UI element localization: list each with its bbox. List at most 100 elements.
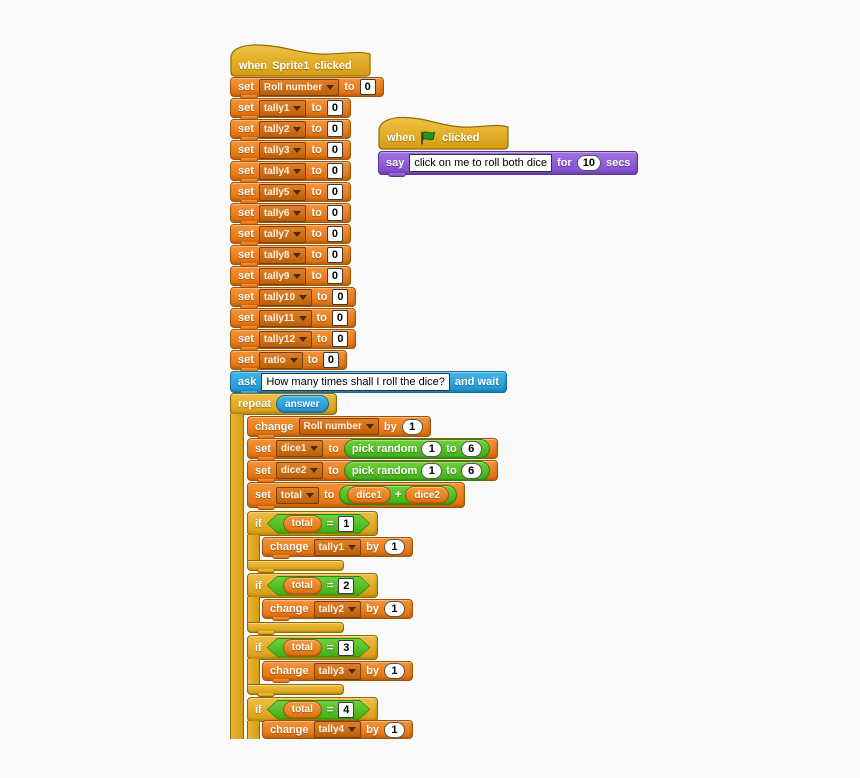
variable-dropdown[interactable]: tally12	[258, 330, 313, 348]
change-tally3-block[interactable]: change tally3 by 1	[262, 661, 413, 683]
if-block-bottom[interactable]	[247, 560, 344, 573]
variable-dropdown[interactable]: tally1	[258, 99, 307, 117]
addition-operator-block[interactable]: dice1 + dice2	[339, 485, 457, 505]
equals-condition-block[interactable]: total = 3	[267, 638, 371, 658]
if-block-bottom[interactable]	[247, 684, 344, 697]
if-block-arm[interactable]	[247, 597, 260, 622]
compare-value-input[interactable]: 2	[338, 577, 355, 594]
set-tally2-block[interactable]: set tally2 to 0	[230, 119, 351, 141]
ask-and-wait-block[interactable]: ask How many times shall I roll the dice…	[230, 371, 507, 395]
variable-dropdown[interactable]: tally10	[258, 288, 313, 306]
equals-condition-block[interactable]: total = 1	[267, 514, 371, 534]
max-input[interactable]: 6	[460, 440, 482, 457]
if-block-header[interactable]: if total = 1	[247, 511, 379, 536]
amount-input[interactable]: 1	[401, 418, 423, 435]
variable-dropdown[interactable]: tally6	[258, 204, 307, 222]
repeat-block-header[interactable]: repeat answer	[230, 393, 337, 415]
variable-dropdown[interactable]: dice1	[275, 440, 324, 457]
dice2-reporter[interactable]: dice2	[405, 486, 449, 504]
min-input[interactable]: 1	[421, 440, 443, 457]
variable-dropdown[interactable]: tally5	[258, 183, 307, 201]
variable-dropdown[interactable]: tally9	[258, 267, 307, 285]
variable-dropdown[interactable]: total	[275, 486, 320, 504]
variable-dropdown[interactable]: tally4	[313, 721, 362, 738]
total-reporter[interactable]: total	[282, 576, 322, 595]
total-reporter[interactable]: total	[282, 700, 322, 719]
variable-dropdown[interactable]: tally7	[258, 225, 307, 243]
value-input[interactable]: 0	[326, 163, 343, 179]
set-tally10-block[interactable]: set tally10 to 0	[230, 287, 357, 309]
variable-dropdown[interactable]: tally3	[313, 662, 362, 680]
set-tally6-block[interactable]: set tally6 to 0	[230, 203, 351, 225]
value-input[interactable]: 0	[332, 289, 349, 305]
variable-dropdown[interactable]: dice2	[275, 462, 324, 479]
say-for-secs-block[interactable]: say click on me to roll both dice for 10…	[378, 151, 639, 177]
if-block-arm[interactable]	[247, 721, 260, 739]
pick-random-block[interactable]: pick random 1 to 6	[343, 438, 490, 459]
set-tally11-block[interactable]: set tally11 to 0	[230, 308, 356, 330]
amount-input[interactable]: 1	[383, 601, 405, 617]
change-tally4-block[interactable]: change tally4 by 1	[262, 720, 413, 739]
equals-condition-block[interactable]: total = 2	[267, 576, 371, 596]
value-input[interactable]: 0	[322, 352, 339, 368]
set-tally12-block[interactable]: set tally12 to 0	[230, 329, 357, 351]
when-green-flag-clicked-hat-block[interactable]: when clicked	[378, 114, 509, 150]
set-roll-number-block[interactable]: set Roll number to 0	[230, 77, 384, 99]
dice1-reporter[interactable]: dice1	[347, 486, 391, 504]
total-reporter[interactable]: total	[282, 514, 322, 533]
variable-dropdown[interactable]: tally4	[258, 162, 307, 180]
set-tally7-block[interactable]: set tally7 to 0	[230, 224, 351, 246]
value-input[interactable]: 0	[326, 121, 343, 137]
compare-value-input[interactable]: 4	[338, 701, 355, 718]
set-tally4-block[interactable]: set tally4 to 0	[230, 161, 351, 183]
set-tally9-block[interactable]: set tally9 to 0	[230, 266, 351, 288]
change-roll-number-block[interactable]: change Roll number by 1	[247, 416, 431, 439]
pick-random-block[interactable]: pick random 1 to 6	[343, 460, 490, 481]
set-tally8-block[interactable]: set tally8 to 0	[230, 245, 351, 267]
value-input[interactable]: 0	[331, 310, 348, 326]
value-input[interactable]: 0	[326, 226, 343, 242]
value-input[interactable]: 0	[326, 184, 343, 200]
value-input[interactable]: 0	[326, 100, 343, 116]
max-input[interactable]: 6	[460, 462, 482, 479]
compare-value-input[interactable]: 1	[338, 515, 355, 532]
set-total-block[interactable]: set total to dice1 + dice2	[247, 482, 465, 510]
set-dice1-block[interactable]: set dice1 to pick random 1 to 6	[247, 438, 498, 461]
amount-input[interactable]: 1	[383, 721, 405, 738]
variable-dropdown[interactable]: tally2	[258, 120, 307, 138]
change-tally2-block[interactable]: change tally2 by 1	[262, 599, 413, 621]
equals-condition-block[interactable]: total = 4	[267, 700, 371, 720]
if-block-arm[interactable]	[247, 535, 260, 560]
set-tally1-block[interactable]: set tally1 to 0	[230, 98, 351, 120]
variable-dropdown[interactable]: tally2	[313, 600, 362, 618]
answer-reporter[interactable]: answer	[276, 395, 329, 413]
variable-dropdown[interactable]: tally11	[258, 309, 312, 327]
value-input[interactable]: 0	[359, 79, 376, 95]
variable-dropdown[interactable]: ratio	[258, 351, 303, 369]
variable-dropdown[interactable]: tally3	[258, 141, 307, 159]
set-dice2-block[interactable]: set dice2 to pick random 1 to 6	[247, 460, 498, 483]
value-input[interactable]: 0	[326, 205, 343, 221]
variable-dropdown[interactable]: tally1	[313, 538, 362, 556]
if-block-arm[interactable]	[247, 659, 260, 684]
set-tally3-block[interactable]: set tally3 to 0	[230, 140, 351, 162]
duration-input[interactable]: 10	[576, 155, 601, 171]
compare-value-input[interactable]: 3	[338, 639, 355, 656]
min-input[interactable]: 1	[421, 462, 443, 479]
amount-input[interactable]: 1	[383, 539, 405, 555]
change-tally1-block[interactable]: change tally1 by 1	[262, 537, 413, 559]
question-input[interactable]: How many times shall I roll the dice?	[261, 373, 450, 391]
set-tally5-block[interactable]: set tally5 to 0	[230, 182, 351, 204]
variable-dropdown[interactable]: tally8	[258, 246, 307, 264]
repeat-block-arm[interactable]	[230, 414, 244, 739]
if-block-bottom[interactable]	[247, 622, 344, 635]
value-input[interactable]: 0	[326, 247, 343, 263]
value-input[interactable]: 0	[326, 268, 343, 284]
when-sprite-clicked-hat-block[interactable]: when Sprite1 clicked	[230, 43, 371, 77]
variable-dropdown[interactable]: Roll number	[298, 418, 379, 435]
amount-input[interactable]: 1	[383, 663, 405, 679]
if-block-header[interactable]: if total = 3	[247, 635, 379, 660]
variable-dropdown[interactable]: Roll number	[258, 78, 340, 96]
set-ratio-block[interactable]: set ratio to 0	[230, 350, 347, 372]
value-input[interactable]: 0	[326, 142, 343, 158]
